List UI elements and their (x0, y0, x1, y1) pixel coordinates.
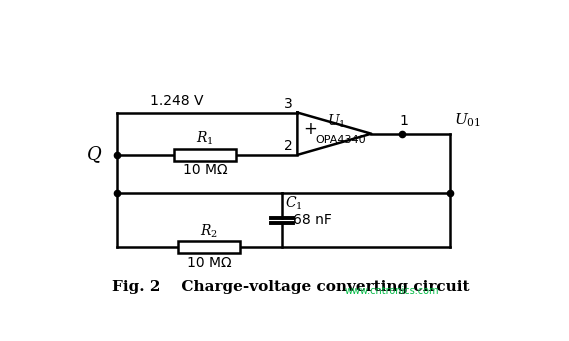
Text: $U_1$: $U_1$ (327, 113, 345, 130)
Text: OPA4340: OPA4340 (315, 135, 366, 145)
Text: 68 nF: 68 nF (293, 213, 332, 227)
Text: 2: 2 (284, 139, 293, 153)
Text: 1.248 V: 1.248 V (150, 94, 203, 108)
Text: Fig. 2    Charge-voltage converting circuit: Fig. 2 Charge-voltage converting circuit (113, 280, 470, 294)
Text: $Q$: $Q$ (85, 145, 102, 165)
Text: +: + (303, 120, 318, 138)
Text: $R_1$: $R_1$ (196, 130, 214, 147)
Text: www.cntronics.com: www.cntronics.com (345, 286, 439, 296)
Text: $C_1$: $C_1$ (285, 195, 303, 212)
Text: 1: 1 (399, 114, 408, 128)
Text: $R_2$: $R_2$ (200, 222, 218, 240)
Text: 10 MΩ: 10 MΩ (187, 256, 231, 270)
Text: $U_{01}$: $U_{01}$ (455, 112, 481, 129)
Text: 10 MΩ: 10 MΩ (183, 163, 227, 177)
Bar (178, 241, 240, 253)
Bar (174, 149, 236, 161)
Text: 3: 3 (284, 97, 293, 111)
